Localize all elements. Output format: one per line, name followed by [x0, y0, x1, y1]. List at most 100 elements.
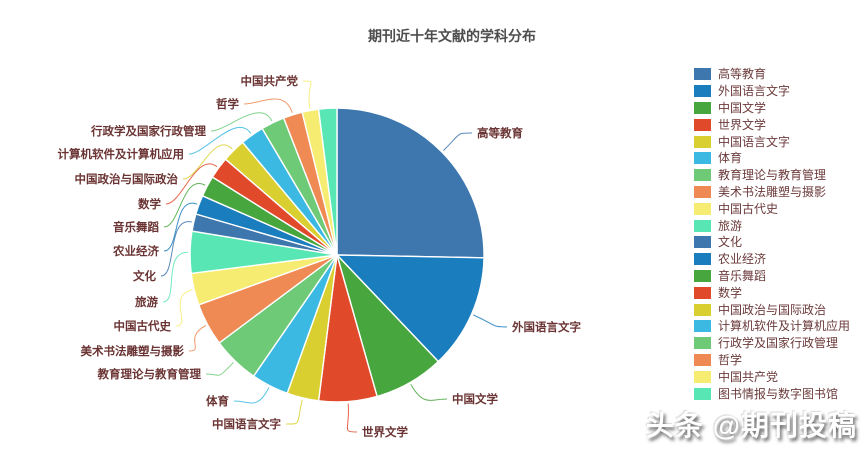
legend-label: 哲学 [718, 352, 743, 367]
legend-swatch [694, 353, 711, 366]
pie-slice [336, 107, 485, 259]
legend-item: 教育理论与教育管理 [694, 167, 850, 184]
slice-label: 音乐舞蹈 [113, 222, 159, 234]
legend-label: 中国共产党 [718, 369, 779, 384]
legend-swatch [694, 169, 711, 182]
slice-callout-line [233, 387, 270, 404]
legend-item: 哲学 [694, 352, 850, 369]
slice-label: 世界文学 [362, 427, 408, 439]
legend-label: 世界文学 [718, 117, 767, 132]
pie-slice [336, 254, 485, 363]
legend-item: 高等教育 [694, 66, 850, 83]
legend-label: 旅游 [718, 218, 743, 233]
legend-label: 外国语言文字 [718, 84, 791, 99]
legend-label: 图书情报与数字图书馆 [718, 386, 839, 401]
legend-swatch [694, 135, 711, 148]
legend-item: 农业经济 [694, 251, 850, 268]
slice-callout-line [410, 384, 448, 401]
slice-callout-line [188, 126, 252, 155]
legend-item: 世界文学 [694, 116, 850, 133]
slice-label: 体育 [206, 396, 229, 408]
slice-label: 农业经济 [113, 246, 159, 258]
slice-callout-line [182, 144, 233, 180]
slice-callout-line [165, 163, 218, 205]
legend-swatch [694, 236, 711, 249]
legend-swatch [694, 118, 711, 131]
legend-swatch [694, 152, 711, 165]
legend-item: 中国文学 [694, 100, 850, 117]
legend-swatch [694, 303, 711, 316]
legend-swatch [694, 85, 711, 98]
slice-callout-line [163, 183, 206, 228]
slice-callout-line [285, 399, 303, 425]
slice-callout-line [243, 98, 293, 114]
slice-label: 中国语言文字 [212, 419, 281, 431]
slice-label: 计算机软件及计算机应用 [57, 149, 185, 161]
legend-label: 教育理论与教育管理 [718, 168, 827, 183]
slice-label: 中国政治与国际政治 [74, 174, 179, 186]
legend-label: 中国古代史 [718, 201, 779, 216]
legend-item: 旅游 [694, 217, 850, 234]
slice-label: 中国共产党 [240, 76, 299, 88]
legend-item: 中国共产党 [694, 368, 850, 385]
slice-label: 文化 [133, 271, 156, 283]
legend-label: 数学 [718, 285, 743, 300]
legend-item: 体育 [694, 150, 850, 167]
legend-label: 中国文学 [718, 100, 767, 115]
slice-callout-line [473, 314, 508, 328]
slice-callout-line [442, 132, 473, 151]
legend-label: 音乐舞蹈 [718, 268, 767, 283]
legend-label: 农业经济 [718, 252, 767, 267]
legend-swatch [694, 387, 711, 400]
legend-swatch [694, 370, 711, 383]
legend-item: 计算机软件及计算机应用 [694, 318, 850, 335]
slice-label: 行政学及国家行政管理 [91, 126, 206, 138]
legend: 高等教育外国语言文字 中国文学世界文学 中国语言文字 体育教育理论与教育管理 美术书法雕… [694, 66, 850, 402]
legend-swatch [694, 219, 711, 232]
slice-callout-line [160, 221, 192, 277]
legend-item: 文化 [694, 234, 850, 251]
legend-item: 中国语言文字 [694, 133, 850, 150]
slice-label: 数学 [138, 199, 161, 211]
legend-item: 中国政治与国际政治 [694, 301, 850, 318]
legend-item: 行政学及国家行政管理 [694, 335, 850, 352]
slice-label: 哲学 [216, 99, 239, 111]
legend-item: 数学 [694, 284, 850, 301]
legend-label: 行政学及国家行政管理 [718, 336, 839, 351]
slice-callout-line [346, 403, 358, 433]
legend-swatch [694, 320, 711, 333]
slice-callout-line [205, 361, 234, 376]
legend-swatch [694, 68, 711, 81]
legend-label: 计算机软件及计算机应用 [718, 319, 851, 334]
slice-label: 美术书法雕塑与摄影 [80, 346, 185, 358]
legend-label: 美术书法雕塑与摄影 [718, 184, 827, 199]
legend-item: 音乐舞蹈 [694, 268, 850, 285]
slice-callout-line [163, 202, 198, 252]
slice-label: 教育理论与教育管理 [97, 369, 202, 381]
slice-callout-line [162, 251, 189, 303]
legend-swatch [694, 101, 711, 114]
legend-item: 美术书法雕塑与摄影 [694, 184, 850, 201]
slice-callout-line [188, 325, 207, 352]
legend-item: 外国语言文字 [694, 83, 850, 100]
legend-swatch [694, 202, 711, 215]
chart-title: 期刊近十年文献的学科分布 [368, 28, 536, 44]
legend-swatch [694, 185, 711, 198]
slice-callout-line [175, 289, 193, 327]
legend-swatch [694, 286, 711, 299]
legend-label: 高等教育 [718, 67, 767, 82]
legend-swatch [694, 337, 711, 350]
legend-label: 文化 [718, 235, 743, 250]
legend-item: 中国古代史 [694, 200, 850, 217]
slice-label: 外国语言文字 [512, 322, 581, 334]
legend-swatch [694, 253, 711, 266]
slice-label: 高等教育 [477, 128, 523, 140]
legend-label: 体育 [718, 151, 743, 166]
slice-callout-line [210, 112, 273, 132]
slice-label: 中国文学 [452, 394, 498, 406]
watermark: 头条 @期刊投稿 [645, 410, 857, 441]
slice-label: 旅游 [135, 297, 158, 309]
legend-item: 图书情报与数字图书馆 [694, 385, 850, 402]
